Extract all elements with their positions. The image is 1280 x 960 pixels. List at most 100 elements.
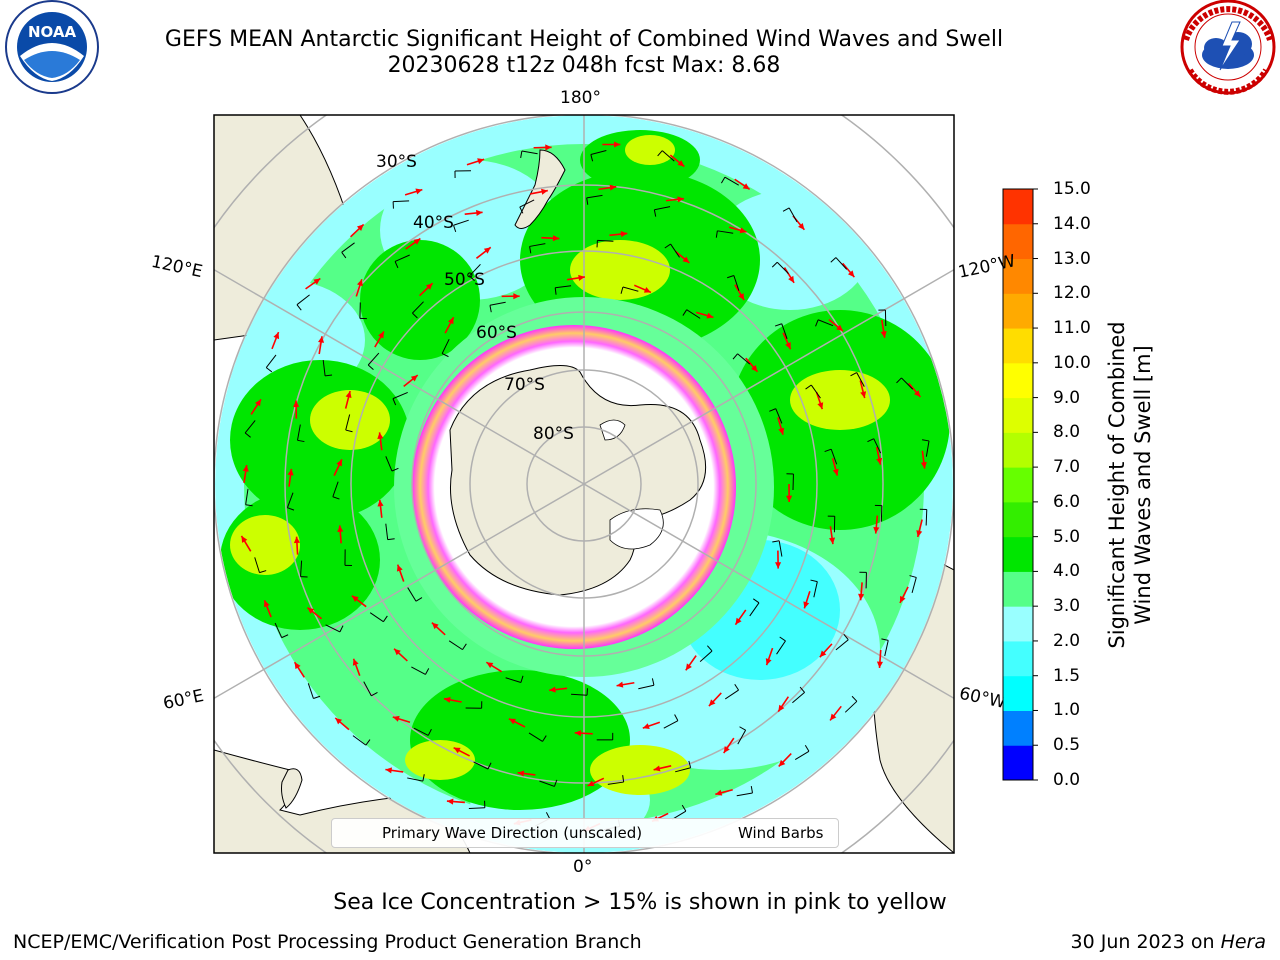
colorbar-swatch <box>1003 467 1033 503</box>
colorbar-swatch <box>1003 710 1033 746</box>
colorbar-swatch <box>1003 536 1033 572</box>
map-legend: Primary Wave Direction (unscaled) Wind B… <box>331 818 839 848</box>
wind-barb-flag <box>706 645 713 652</box>
wind-barb <box>352 735 367 746</box>
wind-barb-flag <box>732 353 738 360</box>
wind-barb <box>813 581 818 598</box>
wind-barb-flag <box>296 304 302 311</box>
wave-arrow-head <box>677 160 685 167</box>
wind-barb-flag <box>824 448 832 453</box>
colorbar-swatch <box>1003 432 1033 468</box>
footer-credit: NCEP/EMC/Verification Post Processing Pr… <box>13 931 642 953</box>
colorbar-tick-label: 9.0 <box>1053 387 1081 408</box>
wind-barb <box>736 792 753 797</box>
wave-arrow-head <box>293 536 300 544</box>
wind-barb-flag <box>554 287 557 295</box>
lat-label-60s: 60°S <box>476 323 517 343</box>
wind-barb-flag <box>922 439 930 442</box>
wind-barb <box>385 456 393 472</box>
wind-barb-flag <box>715 230 718 238</box>
wind-barbs <box>244 150 930 831</box>
wave-arrow-head <box>873 526 880 534</box>
wave-arrow-head <box>453 747 461 754</box>
wind-barb-flag <box>529 246 532 254</box>
wave-arrow-head <box>643 287 651 293</box>
colorbar-swatch <box>1003 362 1033 399</box>
wave-arrow-head <box>880 331 887 338</box>
wave-arrow-head <box>415 188 423 195</box>
wind-barb-flag <box>553 779 558 787</box>
wind-barb-flag <box>489 305 492 313</box>
wind-barb <box>749 602 760 617</box>
wave-arrow-head <box>819 650 827 658</box>
wind-barb-flag <box>774 323 782 327</box>
colorbar-tick-label: 14.0 <box>1053 213 1091 234</box>
noaa-logo-text: NOAA <box>28 23 77 41</box>
wind-barb <box>925 509 928 526</box>
wind-barb <box>737 729 747 745</box>
wind-barb <box>873 438 882 454</box>
wind-barb-flag <box>367 364 374 371</box>
wave-arrow-head <box>735 617 742 625</box>
colorbar-swatch <box>1003 640 1033 677</box>
colorbar-label-line2: Wind Waves and Swell [m] <box>1131 345 1155 625</box>
wind-barb-flag <box>313 695 321 699</box>
wave-arrow-head <box>677 196 684 203</box>
lat-label-40s: 40°S <box>413 213 454 233</box>
wind-barb <box>519 199 535 208</box>
wind-barb <box>781 323 788 339</box>
wave-arrow-head <box>574 730 582 737</box>
wind-barb <box>737 353 751 365</box>
colorbar-swatch <box>1003 501 1033 538</box>
wind-barb-flag <box>752 598 760 604</box>
wind-barb <box>392 391 408 400</box>
wind-barb <box>810 384 821 399</box>
lon-label-0: 0° <box>573 857 593 877</box>
wind-barb <box>286 492 294 508</box>
wave-arrow-head <box>377 432 384 440</box>
wind-barb <box>775 408 783 424</box>
chart-title: GEFS MEAN Antarctic Significant Height o… <box>164 27 1004 52</box>
wind-barb <box>489 301 506 306</box>
wave-arrow-head <box>587 780 595 787</box>
wind-barb-flag <box>750 785 753 794</box>
wave-arrow-head <box>642 723 650 729</box>
wind-barb <box>325 624 341 633</box>
wind-barb-flag <box>422 774 425 782</box>
colorbar-swatch <box>1003 189 1033 225</box>
wind-barb-flag <box>896 377 902 384</box>
wind-barb <box>412 301 424 314</box>
wind-barb-flag <box>782 207 790 212</box>
wind-barb <box>505 677 522 683</box>
wind-barb <box>274 622 283 638</box>
lon-label-180: 180° <box>560 88 601 108</box>
wind-barb-flag <box>341 252 347 259</box>
colorbar <box>1002 188 1038 781</box>
colorbar-label-line1: Significant Height of Combined <box>1105 321 1129 649</box>
wind-barb <box>670 243 680 258</box>
wind-barb-flag <box>688 760 692 768</box>
wave-arrow-head <box>508 718 516 725</box>
colorbar-tick-label: 12.0 <box>1053 283 1091 304</box>
wave-arrow-head <box>775 562 782 569</box>
lat-label-30s: 30°S <box>376 152 417 172</box>
colorbar-swatch <box>1003 328 1033 364</box>
wave-arrow-head <box>356 224 364 231</box>
wind-barb <box>901 377 914 390</box>
wave-arrow-head <box>483 247 491 254</box>
colorbar-tick-label: 7.0 <box>1053 457 1081 478</box>
wind-barb-flag <box>657 150 663 157</box>
wave-arrow-head <box>858 593 865 601</box>
wind-barb <box>830 449 838 465</box>
wind-barb <box>468 807 485 809</box>
wind-barb <box>911 577 917 593</box>
wave-arrow-head <box>798 222 805 230</box>
wave-arrow-head <box>723 746 730 754</box>
wave-arrow-head <box>337 525 344 532</box>
wave-arrow-head <box>447 317 454 325</box>
wind-barb-flag <box>297 439 305 443</box>
wave-arrow-head <box>785 342 791 350</box>
wind-barb-flag <box>441 353 449 358</box>
wave-arrow-head <box>396 564 403 572</box>
wind-barb <box>413 727 429 736</box>
